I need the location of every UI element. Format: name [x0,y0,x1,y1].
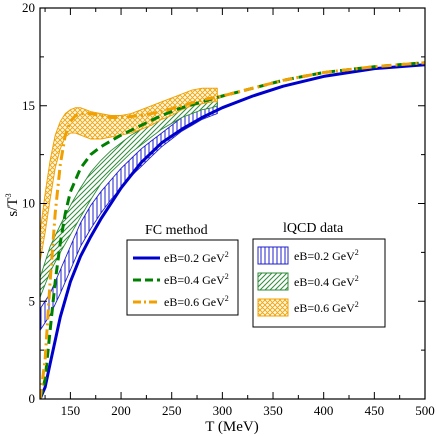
legend-fc-method: FC method eB=0.2 GeV2 eB=0.4 GeV2 eB=0.6 G… [126,223,239,316]
legend-lqcd-swatch-2 [257,298,289,317]
legend-lqcd-title: lQCD data [283,221,344,236]
legend-fc-label-1: eB=0.4 GeV2 [164,272,229,287]
lqcd-bands [40,87,218,332]
legend-lqcd-label-2: eB=0.6 GeV2 [294,300,359,315]
line-eb-0-4-gev-1 [40,61,425,399]
legend-fc-label-2: eB=0.6 GeV2 [164,294,229,309]
legend-lqcd-swatch-1 [257,272,289,291]
y-axis-label: s/T3 [4,193,21,216]
legend-fc-label-0: eB=0.2 GeV2 [164,250,229,265]
x-tick-label: 250 [162,403,182,418]
band-eb-0-6-gev-2 [40,87,218,263]
line-eb-0-2-gev-0 [40,63,425,399]
band-eb-0-4-gev-1 [40,97,218,298]
y-tick-label: 20 [22,0,35,15]
legend-lqcd-swatch-0 [257,246,289,265]
fc-method-lines [40,61,425,399]
legend-lqcd-label-0: eB=0.2 GeV2 [294,248,359,263]
x-tick-label: 200 [111,403,131,418]
y-axis-label-main: s/T [5,197,21,216]
axis-ticks: 150 200 250 300 350 400 450 500 0 5 10 15 20 [22,0,435,418]
x-tick-label: 150 [61,403,81,418]
y-tick-label: 10 [22,196,35,211]
x-tick-label: 450 [365,403,385,418]
y-axis-label-sup: 3 [4,193,13,197]
x-axis-label: T (MeV) [205,419,258,435]
legend-lqcd-data: lQCD data eB=0.2 GeV2 eB=0.4 GeV2 eB=0.6 G… [252,221,386,328]
x-tick-label: 400 [314,403,334,418]
x-tick-label: 500 [415,403,435,418]
y-tick-label: 15 [22,98,35,113]
x-tick-label: 300 [213,403,233,418]
y-tick-label: 0 [29,391,36,406]
legend-lqcd-label-1: eB=0.4 GeV2 [294,274,359,289]
band-eb-0-2-gev-0 [40,99,218,332]
legend-fc-title: FC method [145,223,208,238]
x-tick-label: 350 [263,403,283,418]
y-tick-label: 5 [29,293,36,308]
line-eb-0-6-gev-2 [40,61,425,399]
